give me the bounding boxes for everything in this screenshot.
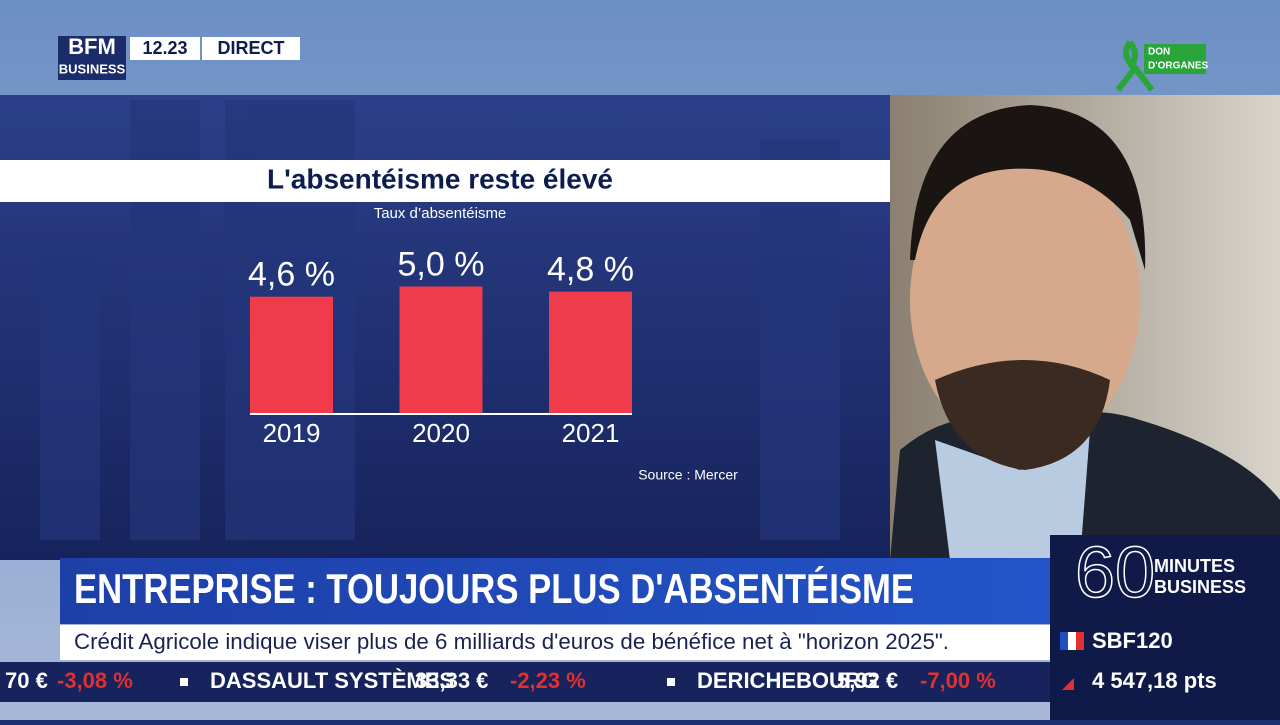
index-value: 4 547,18 pts (1092, 668, 1217, 693)
chart-source: Source : Mercer (638, 467, 738, 483)
value-label: 5,0 % (398, 245, 485, 283)
stock-price: 5,92 € (837, 668, 898, 693)
stock-change: -3,08 % (57, 668, 133, 693)
time-box (130, 37, 200, 60)
badge-box (1144, 44, 1206, 74)
program-number: 60 (1075, 533, 1155, 613)
bar (549, 291, 632, 414)
stock-price: 33,33 € (415, 668, 488, 693)
logo-box (58, 36, 126, 80)
bar (399, 286, 483, 414)
program-line2: BUSINESS (1154, 577, 1246, 597)
program-line1: MINUTES (1154, 556, 1235, 576)
bullet (667, 678, 675, 686)
live: DIRECT (218, 38, 285, 58)
flag-red (1076, 632, 1084, 650)
logo-bottom: BUSINESS (59, 61, 126, 76)
bar (250, 296, 333, 414)
chart-subtitle: Taux d’absentéisme (374, 205, 507, 222)
badge-bottom: D'ORGANES (1148, 61, 1208, 72)
badge-top: DON (1148, 47, 1170, 58)
program-box (1050, 535, 1280, 720)
stock-name: DASSAULT SYSTÈMES (210, 668, 454, 693)
down-icon (1062, 678, 1074, 690)
live-box (202, 37, 300, 60)
headline: ENTREPRISE : TOUJOURS PLUS D'ABSENTÉISME (74, 565, 914, 612)
stock-price: 70 € (5, 668, 48, 693)
x-tick-label: 2019 (263, 418, 321, 448)
ribbon-icon (1115, 40, 1155, 92)
person-hair (910, 105, 1146, 270)
stocks-bar (0, 662, 1050, 702)
stock-change: -7,00 % (920, 668, 996, 693)
logo-top: BFM (68, 34, 116, 59)
x-tick-label: 2020 (412, 418, 470, 448)
chart-title: L'absentéisme reste élevé (267, 163, 613, 194)
stock-change: -2,23 % (510, 668, 586, 693)
bar-chart: 4,6 % 2019 5,0 % 2020 4,8 % 2021 (248, 245, 634, 447)
bullet (180, 678, 188, 686)
headline-bar (60, 558, 1050, 624)
ticker-text: Crédit Agricole indique viser plus de 6 … (74, 629, 949, 654)
time: 12.23 (142, 38, 187, 58)
value-label: 4,6 % (248, 256, 335, 294)
ticker-bar (60, 625, 1050, 660)
x-tick-label: 2021 (562, 418, 620, 448)
stock-name: DERICHEBOURG (697, 668, 878, 693)
flag-blue (1060, 632, 1068, 650)
title-band (0, 160, 890, 202)
person-beard (935, 360, 1110, 470)
value-label: 4,8 % (547, 251, 634, 289)
index-name: SBF120 (1092, 628, 1173, 653)
